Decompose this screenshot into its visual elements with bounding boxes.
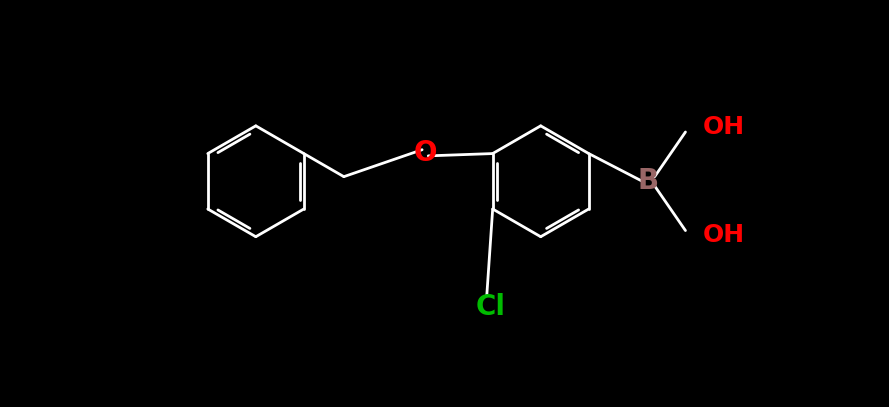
Text: Cl: Cl: [476, 293, 506, 321]
Text: B: B: [638, 167, 659, 195]
Text: OH: OH: [702, 223, 744, 247]
Text: OH: OH: [702, 115, 744, 139]
Text: O: O: [413, 139, 437, 167]
